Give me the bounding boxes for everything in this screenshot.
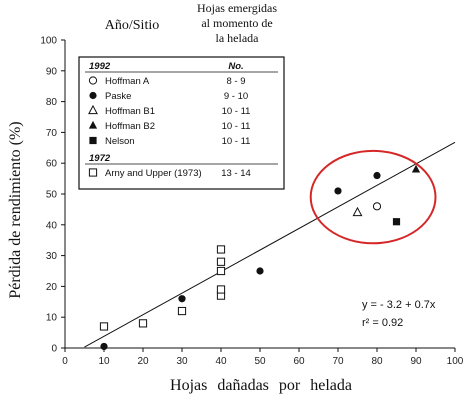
y-tick-label: 30 [46,251,58,262]
data-point [411,164,421,173]
r-squared: r² = 0.92 [362,317,403,329]
legend-marker [88,76,98,85]
data-point [177,306,187,316]
y-tick-label: 90 [46,66,58,77]
legend: 1992 No. Hoffman A 8 - 9 Paske 9 - 10 Hoffman … [78,56,285,190]
legend-year: 1972 [89,153,111,164]
legend-box [78,56,285,190]
y-tick-label: 50 [46,190,58,201]
highlight-ellipse [309,149,437,245]
legend-marker [88,120,98,129]
y-tick-label: 100 [40,36,57,47]
legend-label: Nelson [105,136,135,147]
annotation-group [309,149,437,245]
data-point [256,267,264,275]
data-point [100,342,108,351]
x-tick-label: 60 [293,356,305,367]
legend-label: Paske [105,91,131,102]
legend-header-site: Año/Sitio [105,18,159,33]
y-tick-label: 10 [46,313,58,324]
data-point [372,202,382,211]
data-point [352,206,363,217]
legend-marker [88,104,98,115]
legend-label: Hoffman A [105,76,150,87]
legend-marker [89,136,97,145]
x-tick-label: 80 [371,356,383,367]
y-tick-label: 80 [46,97,58,108]
legend-marker [89,91,97,100]
regression-line [84,141,456,348]
x-tick-label: 90 [410,356,422,367]
x-tick-label: 70 [332,356,344,367]
x-tick-label: 40 [215,356,227,367]
x-tick-label: 100 [447,356,464,367]
regression-equation: y = - 3.2 + 0.7x [362,299,436,311]
data-point [178,295,186,303]
y-tick-label: 60 [46,159,58,170]
data-points [99,164,421,351]
legend-label: Hoffman B1 [105,106,155,117]
data-point [138,319,148,328]
legend-year: 1992 [89,61,111,72]
data-point [392,218,401,226]
legend-label: Hoffman B2 [105,121,155,132]
x-tick-label: 0 [62,356,68,367]
x-tick-label: 10 [98,356,110,367]
legend-leaves: 8 - 9 [226,76,245,87]
data-point [373,171,381,180]
data-point [216,266,226,276]
legend-marker [88,168,98,177]
legend-leaves: 13 - 14 [221,168,251,179]
y-tick-label: 0 [51,344,57,355]
legend-leaves: 10 - 11 [222,121,251,132]
x-tick-label: 20 [137,356,149,367]
x-tick-label: 50 [254,356,266,367]
data-point [216,257,226,266]
legend-header-leaves: Hojas emergidas al momento de la helada [197,1,277,45]
y-tick-label: 40 [46,220,58,231]
legend-leaves: 9 - 10 [224,91,248,102]
legend-label: Arny and Upper (1973) [105,168,202,179]
x-tick-label: 30 [176,356,188,367]
data-point [99,322,109,331]
x-axis-title: Hojas dañadas por helada [170,377,352,394]
data-point [216,245,226,254]
legend-leaves: 10 - 11 [222,106,251,117]
legend-no-label: No. [228,61,243,72]
data-point [216,285,226,294]
legend-leaves: 10 - 11 [222,136,251,147]
data-point [334,187,342,195]
axes: 0 10 20 30 40 50 60 70 80 90 100 0 10 20 30 40 50 60 70 80 9… [40,36,463,368]
y-tick-label: 70 [46,128,58,139]
regression-line-group [84,141,456,348]
y-axis-title: Pérdida de rendimiento (%) [7,121,24,298]
y-tick-label: 20 [46,282,58,293]
